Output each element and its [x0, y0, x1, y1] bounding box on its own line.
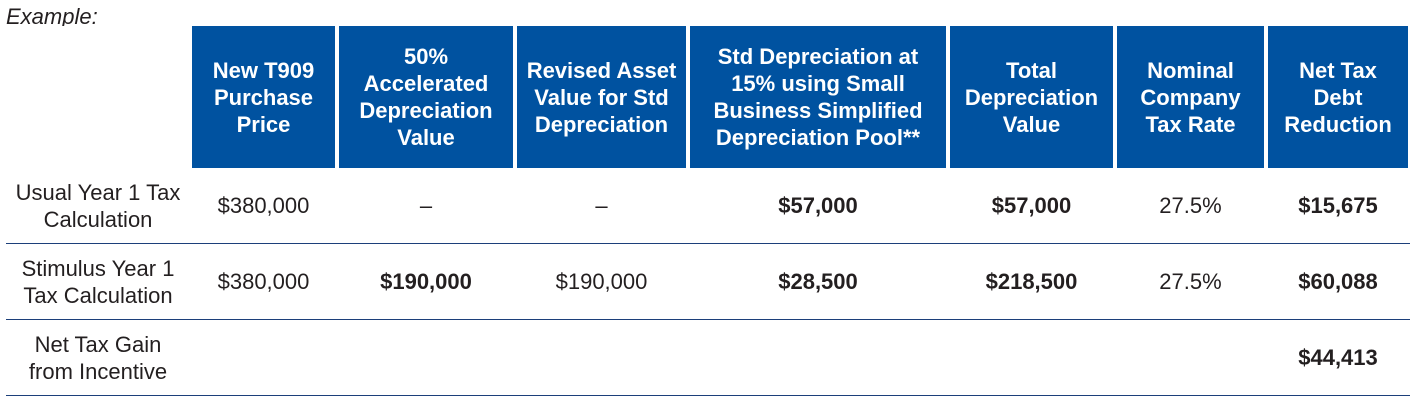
cell-net-tax-gain: $44,413: [1266, 320, 1410, 396]
cell-accelerated-depreciation: [337, 320, 515, 396]
row-label: Usual Year 1 Tax Calculation: [6, 168, 190, 244]
cell-revised-asset-value: –: [515, 168, 688, 244]
table-row-stimulus: Stimulus Year 1 Tax Calculation $380,000…: [6, 244, 1410, 320]
header-revised-asset-value: Revised Asset Value for Std Depreciation: [515, 26, 688, 168]
header-tax-rate: Nominal Company Tax Rate: [1115, 26, 1266, 168]
cell-std-depreciation: [688, 320, 948, 396]
cell-revised-asset-value: $190,000: [515, 244, 688, 320]
cell-total-depreciation: $57,000: [948, 168, 1115, 244]
cell-accelerated-depreciation: –: [337, 168, 515, 244]
cell-total-depreciation: [948, 320, 1115, 396]
row-label: Stimulus Year 1 Tax Calculation: [6, 244, 190, 320]
cell-std-depreciation: $28,500: [688, 244, 948, 320]
table-row-net-gain: Net Tax Gain from Incentive $44,413: [6, 320, 1410, 396]
cell-accelerated-depreciation: $190,000: [337, 244, 515, 320]
row-label: Net Tax Gain from Incentive: [6, 320, 190, 396]
table-row-usual: Usual Year 1 Tax Calculation $380,000 – …: [6, 168, 1410, 244]
cell-revised-asset-value: [515, 320, 688, 396]
header-net-tax-reduction: Net Tax Debt Reduction: [1266, 26, 1410, 168]
cell-purchase-price: $380,000: [190, 244, 337, 320]
cell-tax-rate: [1115, 320, 1266, 396]
cell-net-tax-reduction: $60,088: [1266, 244, 1410, 320]
cell-net-tax-reduction: $15,675: [1266, 168, 1410, 244]
header-purchase-price: New T909 Purchase Price: [190, 26, 337, 168]
cell-purchase-price: [190, 320, 337, 396]
header-std-depreciation: Std Depreciation at 15% using Small Busi…: [688, 26, 948, 168]
cell-purchase-price: $380,000: [190, 168, 337, 244]
example-label: Example:: [6, 4, 98, 29]
cell-total-depreciation: $218,500: [948, 244, 1115, 320]
table-header-row: New T909 Purchase Price 50% Accelerated …: [6, 26, 1410, 168]
header-corner: [6, 26, 190, 168]
header-total-depreciation: Total Depreciation Value: [948, 26, 1115, 168]
cell-tax-rate: 27.5%: [1115, 168, 1266, 244]
cell-tax-rate: 27.5%: [1115, 244, 1266, 320]
cell-std-depreciation: $57,000: [688, 168, 948, 244]
depreciation-table: New T909 Purchase Price 50% Accelerated …: [6, 26, 1410, 396]
header-accelerated-depreciation: 50% Accelerated Depreciation Value: [337, 26, 515, 168]
